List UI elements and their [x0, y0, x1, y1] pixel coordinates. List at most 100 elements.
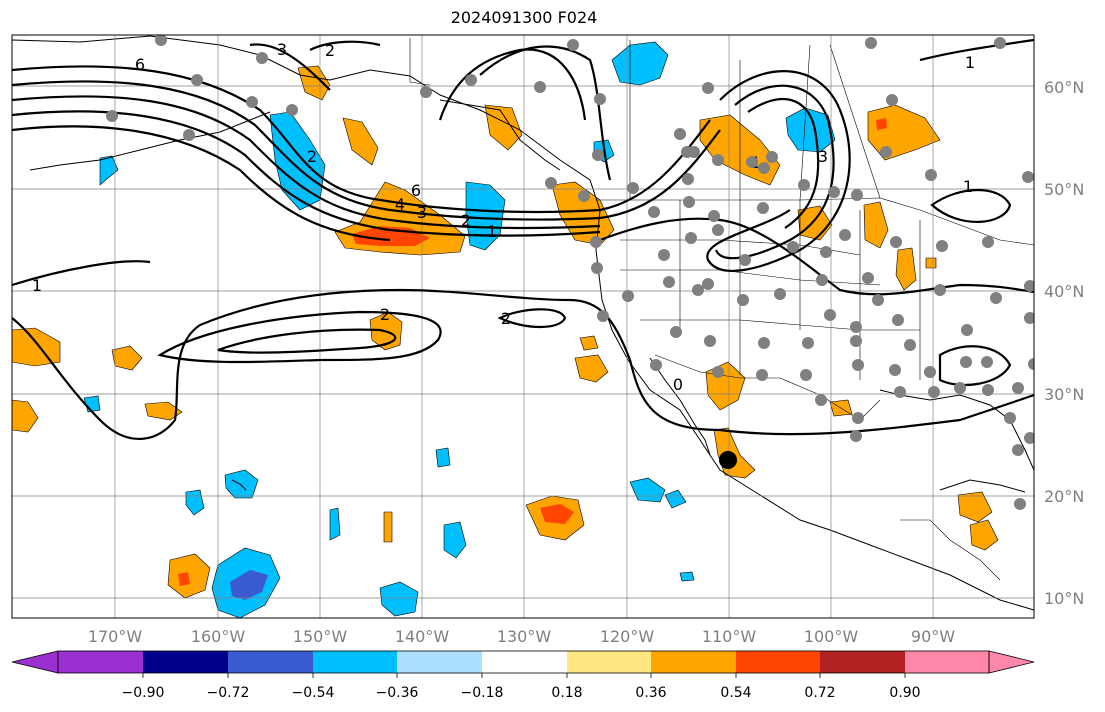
map-frame	[11, 34, 1035, 619]
colorbar-tick-label: −0.54	[292, 685, 335, 701]
colorbar-tick-label: −0.90	[122, 685, 165, 701]
lon-label: 120°W	[600, 627, 655, 646]
colorbar-bin	[397, 651, 482, 673]
contour-label: 4	[395, 195, 405, 214]
colorbar-bin	[58, 651, 143, 673]
lat-label: 20°N	[1044, 487, 1084, 506]
orange-region	[969, 519, 999, 551]
lon-label: 100°W	[804, 627, 859, 646]
lon-label: 140°W	[395, 627, 450, 646]
orange-region	[167, 553, 211, 599]
latitude-labels: 60°N 50°N 40°N 30°N 20°N 10°N	[1044, 78, 1084, 608]
contour-label: 3	[818, 147, 828, 166]
contour-line	[599, 217, 1034, 296]
lon-label: 160°W	[191, 627, 246, 646]
contour-label: 6	[411, 181, 421, 200]
blue-region	[443, 521, 467, 559]
canada-province	[829, 44, 881, 199]
colorbar-bin	[567, 651, 651, 673]
orange-region	[342, 117, 379, 166]
contour-label-group: 6 4 3 2 1 1 2 2 3 2 1 6 1 3 0 1 2	[32, 40, 975, 394]
orange-region	[12, 399, 39, 433]
alaska-border	[409, 38, 431, 86]
contour-label: 2	[501, 309, 511, 328]
hawaii	[231, 479, 247, 491]
colorbar-max-extend	[988, 650, 1035, 674]
contour-label: 1	[963, 177, 973, 196]
map-title: 2024091300 F024	[450, 8, 598, 27]
lon-label: 110°W	[702, 627, 757, 646]
orange-region	[574, 354, 609, 383]
colorbar-tick-label: −0.72	[207, 685, 250, 701]
central-america	[900, 519, 1001, 581]
blue-region	[664, 489, 687, 509]
contour-line	[217, 328, 397, 354]
blue-region	[679, 571, 695, 582]
contour-label: 1	[965, 53, 975, 72]
orange-region	[863, 201, 889, 249]
colorbar-tick-label: 0.18	[551, 685, 582, 701]
contour-line	[309, 40, 381, 51]
orange-region	[297, 65, 331, 101]
colorbar-tick-label: 0.90	[889, 685, 920, 701]
contour-label: 2	[380, 305, 390, 324]
darkblue-core	[230, 570, 268, 600]
canada-islands	[439, 99, 561, 171]
contour-line	[12, 65, 711, 214]
lon-label: 170°W	[88, 627, 143, 646]
colorbar-bin	[228, 651, 313, 673]
colorbar-tick-label: −0.18	[461, 685, 504, 701]
orange-region	[895, 247, 917, 291]
contour-line	[497, 308, 567, 328]
contour-line	[12, 125, 391, 242]
lat-label: 40°N	[1044, 282, 1084, 301]
contour-line	[157, 310, 442, 364]
contour-line	[919, 38, 1034, 62]
colorbar-bin	[905, 651, 989, 673]
contour-label: 6	[135, 55, 145, 74]
colorbar-ticks	[142, 673, 906, 678]
contour-line	[930, 188, 1012, 224]
contour-label: 2	[325, 41, 335, 60]
colorbar-tick-label: 0.72	[804, 685, 835, 701]
lon-label: 90°W	[911, 627, 955, 646]
blue-region	[465, 181, 506, 251]
blue-region	[99, 155, 119, 186]
contours	[12, 38, 1034, 440]
contour-line	[12, 260, 151, 287]
contour-line	[249, 43, 331, 91]
orange-region	[957, 491, 993, 523]
colorbar-tick-label: 0.36	[635, 685, 666, 701]
orange-region	[484, 104, 523, 151]
contour-label: 1	[32, 276, 42, 295]
orange-region	[111, 345, 143, 371]
colorbar-tick-label: 0.54	[720, 685, 751, 701]
colorbar-bin	[313, 651, 397, 673]
blue-region	[224, 469, 259, 499]
blue-region	[785, 107, 836, 153]
lon-label: 130°W	[497, 627, 552, 646]
red-core	[178, 572, 190, 586]
alaska-coast	[12, 35, 1034, 611]
colorbar-bin	[482, 651, 567, 673]
blue-region	[611, 41, 669, 86]
coastlines	[12, 35, 1034, 611]
orange-region	[383, 511, 393, 543]
contour-line	[12, 110, 601, 237]
red-core	[876, 118, 887, 130]
contour-label: 0	[673, 375, 683, 394]
orange-region	[579, 335, 599, 351]
contour-label: 3	[417, 203, 427, 222]
contour-label: 3	[277, 40, 287, 59]
colorbar-tick-label: −0.36	[376, 685, 419, 701]
graticule	[12, 35, 1034, 618]
location-marker	[719, 451, 737, 469]
red-core	[540, 504, 574, 524]
contour-line	[438, 48, 587, 121]
contour-label: 2	[307, 147, 317, 166]
contour-line	[12, 288, 1034, 440]
contour-label: 1	[487, 222, 497, 241]
station-dots	[106, 35, 1034, 510]
colorbar: −0.90 −0.72 −0.54 −0.36 −0.18 0.18 0.36 …	[11, 650, 1035, 701]
blue-region	[329, 507, 341, 541]
